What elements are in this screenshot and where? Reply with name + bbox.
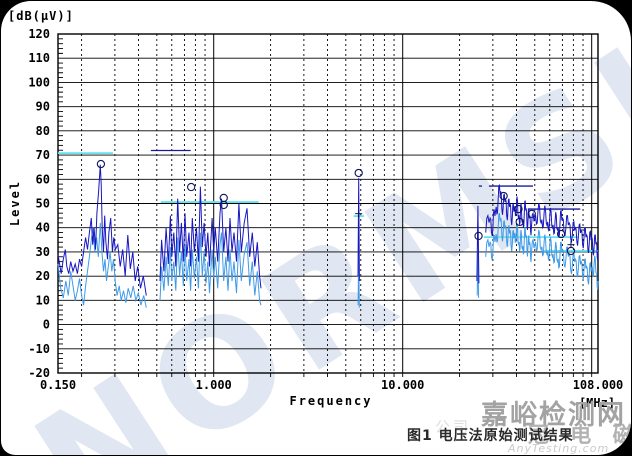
svg-text:10: 10 — [36, 293, 50, 307]
svg-text:110: 110 — [28, 51, 50, 65]
svg-text:90: 90 — [36, 100, 50, 114]
site-url-watermark: AnyTesting.com — [508, 442, 610, 455]
svg-text:120: 120 — [28, 27, 50, 41]
svg-text:20: 20 — [36, 269, 50, 283]
x-axis-unit-label: [MHz] — [578, 396, 616, 410]
svg-text:70: 70 — [36, 148, 50, 162]
svg-text:30: 30 — [36, 245, 50, 259]
x-axis-title: Frequency — [289, 394, 373, 408]
svg-text:40: 40 — [36, 221, 50, 235]
svg-text:0: 0 — [43, 318, 50, 332]
site-watermark: 嘉峪检测网 — [481, 400, 626, 431]
y-axis-unit-label: [dB(µV)] — [8, 9, 74, 23]
figure-caption: 图1 电压法原始测试结果 — [407, 428, 574, 444]
y-axis-title: Level — [8, 179, 22, 227]
svg-text:50: 50 — [36, 197, 50, 211]
svg-text:80: 80 — [36, 124, 50, 138]
company-watermark: 冠 电 磁 — [528, 423, 631, 447]
svg-text:10.000: 10.000 — [381, 378, 424, 392]
svg-text:-10: -10 — [28, 342, 50, 356]
svg-text:1.000: 1.000 — [196, 378, 232, 392]
svg-text:100: 100 — [28, 75, 50, 89]
svg-text:-20: -20 — [28, 366, 50, 380]
svg-text:108.000: 108.000 — [573, 378, 624, 392]
svg-text:0.150: 0.150 — [40, 378, 76, 392]
svg-text:60: 60 — [36, 172, 50, 186]
faint-watermark-text: 公司 — [435, 418, 472, 436]
